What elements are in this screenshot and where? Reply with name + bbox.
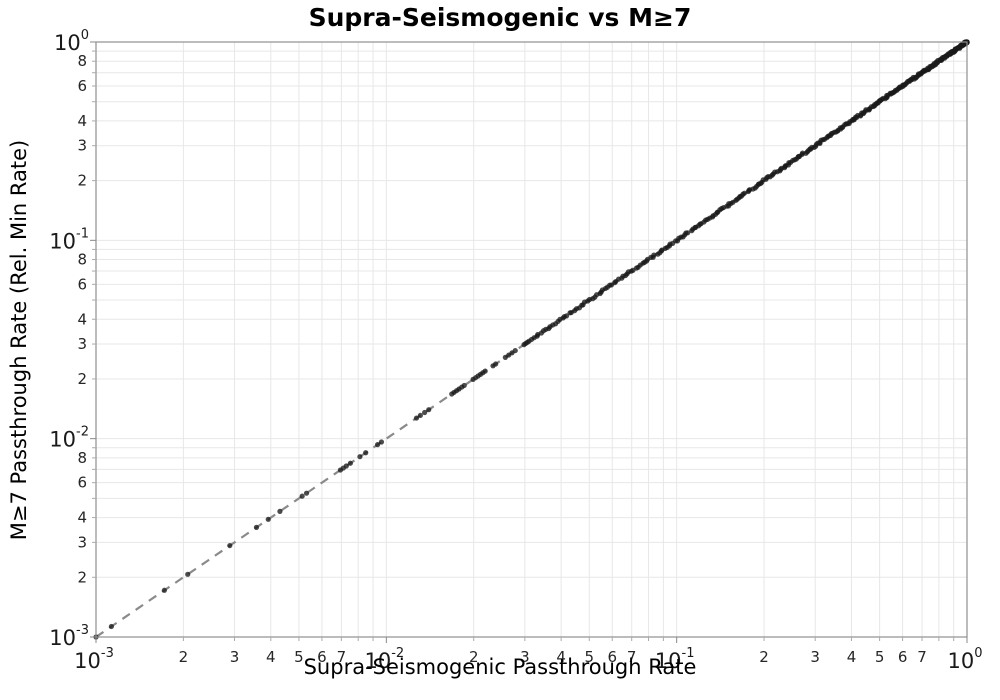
y-minor-tick-label: 2 [77, 568, 87, 586]
tick-marks [90, 41, 968, 643]
data-point [161, 587, 167, 593]
x-minor-tick-label: 7 [337, 648, 347, 666]
x-minor-tick-label: 6 [898, 648, 908, 666]
x-minor-tick-label: 4 [847, 648, 857, 666]
y-minor-tick-label: 8 [77, 52, 87, 70]
x-minor-tick-label: 5 [294, 648, 304, 666]
y-minor-tick-label: 4 [77, 310, 87, 328]
data-point [685, 230, 691, 236]
x-minor-tick-label: 5 [875, 648, 885, 666]
data-point [227, 542, 233, 549]
y-minor-tick-label: 8 [77, 251, 87, 269]
plot-border [95, 41, 968, 638]
data-point [185, 571, 191, 577]
x-axis-label: Supra-Seismogenic Passthrough Rate [303, 655, 697, 679]
data-point [422, 409, 428, 416]
y-minor-tick-label: 6 [77, 77, 87, 95]
x-minor-tick-label: 7 [627, 648, 637, 666]
y-major-tick-label: 10-1 [49, 226, 89, 253]
y-minor-tick-label: 8 [77, 449, 87, 467]
x-minor-tick-label: 7 [917, 648, 927, 666]
y-minor-tick-label: 3 [77, 137, 87, 155]
data-point [413, 415, 420, 421]
data-point [265, 516, 271, 522]
data-point [108, 623, 115, 630]
x-minor-tick-label: 3 [520, 648, 530, 666]
y-major-tick-label: 10-3 [49, 623, 89, 650]
y-major-tick-label: 10-2 [49, 425, 89, 452]
data-point [303, 490, 310, 496]
data-point [493, 361, 499, 367]
data-point [277, 508, 283, 514]
x-minor-tick-label: 2 [759, 648, 769, 666]
data-point [426, 407, 432, 413]
x-minor-tick-label: 2 [179, 648, 189, 666]
x-minor-tick-label: 4 [556, 648, 566, 666]
data-point [417, 412, 423, 419]
y-axis-label: M≥7 Passthrough Rate (Rel. Min Rate) [7, 139, 31, 541]
y-minor-tick-label: 2 [77, 172, 87, 190]
scatter-points [93, 39, 970, 640]
y-minor-tick-label: 4 [77, 112, 87, 130]
data-point [299, 493, 305, 499]
data-point [741, 190, 748, 196]
y-minor-tick-label: 3 [77, 335, 87, 353]
data-point [374, 442, 381, 448]
x-minor-tick-label: 3 [810, 648, 820, 666]
data-point [357, 454, 363, 460]
x-major-tick-label: 100 [947, 646, 982, 673]
x-minor-tick-label: 2 [469, 648, 479, 666]
x-major-tick-label: 10-1 [655, 646, 695, 673]
grid-lines [95, 41, 968, 638]
y-minor-tick-label: 4 [77, 509, 87, 527]
y-major-tick-label: 100 [54, 28, 89, 55]
x-major-tick-label: 10-2 [364, 646, 404, 673]
data-point [347, 460, 353, 466]
y-minor-tick-label: 2 [77, 370, 87, 388]
x-major-tick-label: 10-3 [74, 646, 114, 673]
y-minor-tick-label: 3 [77, 533, 87, 551]
data-point [253, 524, 260, 530]
chart-title: Supra-Seismogenic vs M≥7 [308, 3, 692, 32]
y-minor-tick-label: 6 [77, 275, 87, 293]
x-minor-tick-label: 6 [607, 648, 617, 666]
data-point [563, 313, 570, 319]
x-minor-tick-label: 3 [230, 648, 240, 666]
y-minor-tick-label: 6 [77, 474, 87, 492]
x-minor-tick-label: 6 [317, 648, 327, 666]
data-point [512, 347, 518, 354]
data-point [651, 252, 657, 258]
x-minor-tick-label: 4 [266, 648, 276, 666]
data-point [378, 439, 385, 445]
x-minor-tick-label: 5 [584, 648, 594, 666]
data-point [482, 368, 488, 374]
data-point [461, 382, 467, 389]
data-point [363, 450, 369, 456]
data-point [343, 463, 349, 469]
